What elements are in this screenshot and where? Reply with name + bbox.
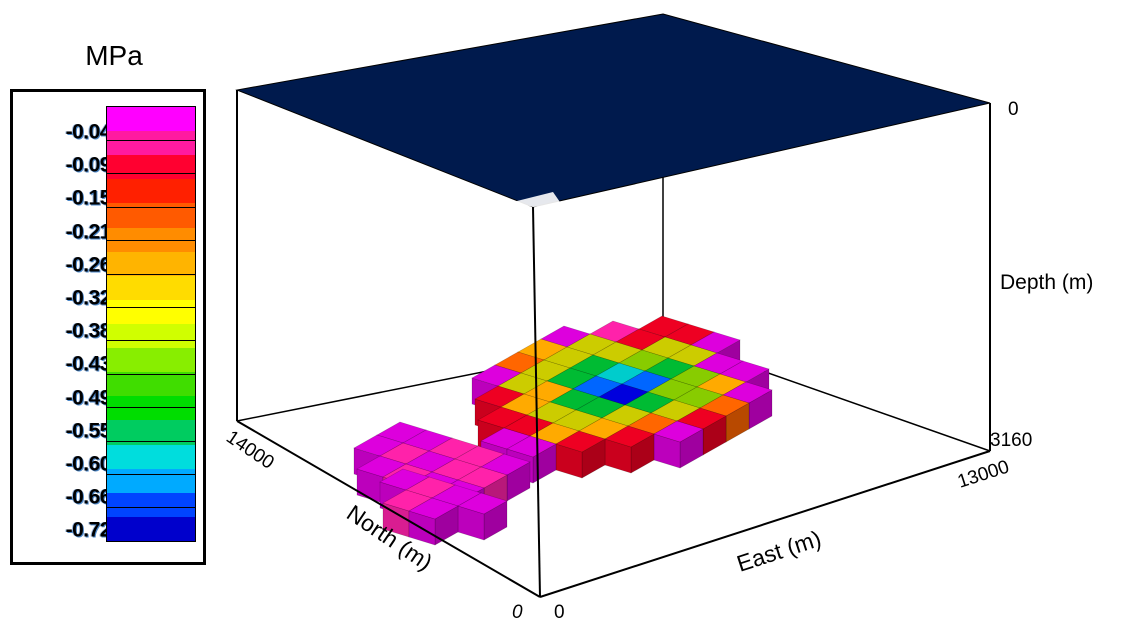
- colorbar-ticks: -0.04 -0.09 -0.15 -0.21 -0.26 -0.32 -0.38 -0.43…: [13, 92, 112, 562]
- colorbar-divider: [107, 507, 195, 509]
- colorbar-tick-label: -0.26: [65, 253, 112, 277]
- colorbar-segment: [107, 396, 195, 421]
- colorbar-tick-label: -0.09: [65, 153, 112, 177]
- colorbar-segment: [107, 131, 195, 156]
- voxel-face: [457, 492, 508, 515]
- colorbar-segment: [107, 155, 195, 180]
- colorbar-segment: [107, 492, 195, 518]
- top-surface: [235, 13, 991, 208]
- box-front-edges: [236, 90, 991, 598]
- voxel-body: [353, 315, 773, 546]
- colorbar-unit-title: MPa: [85, 40, 143, 71]
- colorbar-segment: [107, 179, 195, 204]
- colorbar-tick-label: -0.60: [65, 452, 112, 476]
- colorbar-tick-label: -0.49: [65, 386, 112, 410]
- colorbar-divider: [107, 273, 195, 275]
- depth-axis-label: Depth (m): [1000, 271, 1093, 294]
- colorbar-divider: [107, 173, 195, 175]
- top-surface-highlight: [513, 192, 562, 207]
- voxel-face: [653, 420, 704, 443]
- colorbar-divider: [107, 407, 195, 409]
- colorbar-segment: [107, 516, 195, 542]
- colorbar-divider: [107, 373, 195, 375]
- north-tick-end: 14000: [222, 427, 278, 474]
- colorbar-segment: [107, 468, 195, 494]
- colorbar-segment: [107, 251, 195, 277]
- colorbar-tick-label: -0.38: [65, 319, 112, 343]
- voxel-face: [604, 425, 655, 448]
- colorbar-tick-label: -0.55: [65, 419, 112, 443]
- colorbar-segment: [107, 227, 195, 253]
- colorbar-legend: -0.04 -0.09 -0.15 -0.21 -0.26 -0.32 -0.38 -0.43…: [10, 89, 206, 565]
- colorbar-divider: [107, 306, 195, 308]
- east-tick-end: 13000: [955, 456, 1012, 492]
- colorbar: [106, 106, 196, 542]
- east-tick-start: 0: [554, 602, 565, 623]
- east-axis-label: East (m): [734, 525, 825, 577]
- colorbar-tick-label: -0.72: [65, 518, 112, 542]
- depth-tick-top: 0: [1008, 99, 1019, 120]
- colorbar-divider: [107, 139, 195, 141]
- box-edge-front-left: [236, 420, 541, 598]
- colorbar-tick-label: -0.43: [65, 352, 112, 376]
- colorbar-divider: [107, 540, 195, 542]
- colorbar-segment: [107, 107, 195, 132]
- colorbar-tick-label: -0.66: [65, 485, 112, 509]
- depth-tick-bottom: 3160: [990, 430, 1032, 451]
- colorbar-segment: [107, 324, 195, 349]
- colorbar-tick-label: -0.04: [65, 120, 112, 144]
- colorbar-divider: [107, 440, 195, 442]
- colorbar-segment: [107, 299, 195, 325]
- voxel-face: [555, 430, 606, 453]
- colorbar-segment: [107, 275, 195, 301]
- box-edge-front-vertical: [532, 206, 541, 598]
- colorbar-tick-label: -0.21: [65, 220, 112, 244]
- colorbar-divider: [107, 473, 195, 475]
- voxel-face: [408, 497, 459, 520]
- colorbar-tick-label: -0.32: [65, 286, 112, 310]
- colorbar-segment: [107, 444, 195, 470]
- colorbar-segment: [107, 348, 195, 373]
- voxel-face: [506, 435, 557, 458]
- colorbar-divider: [107, 340, 195, 342]
- colorbar-divider: [107, 240, 195, 242]
- colorbar-tick-label: -0.15: [65, 186, 112, 210]
- colorbar-segment: [107, 372, 195, 397]
- box-edge-front-right: [539, 450, 991, 598]
- colorbar-divider: [107, 206, 195, 208]
- north-tick-start: 0: [512, 602, 523, 623]
